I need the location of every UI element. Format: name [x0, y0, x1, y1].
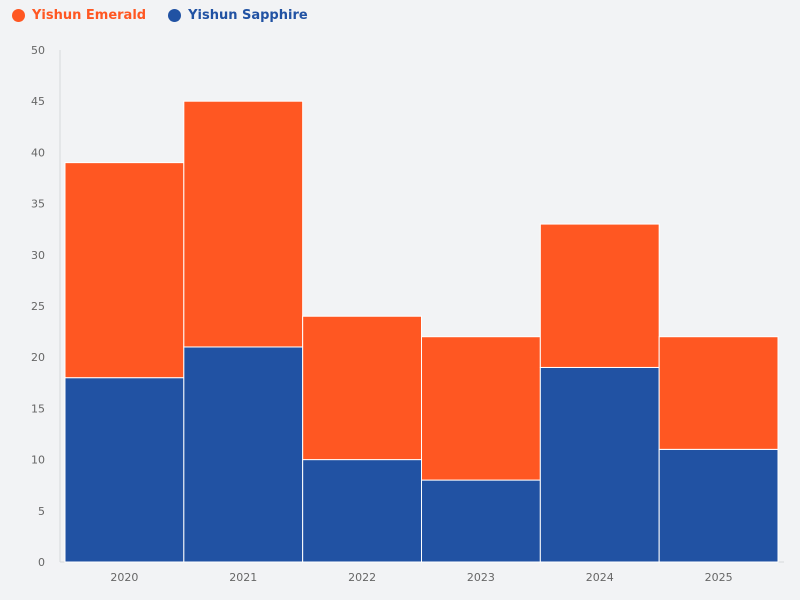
bar-yishun-sapphire [302, 459, 422, 563]
bar-yishun-emerald [539, 223, 660, 368]
y-tick-label: 35 [31, 198, 45, 211]
y-tick-label: 50 [31, 44, 45, 57]
bar-yishun-sapphire [658, 448, 779, 563]
y-tick-label: 30 [31, 249, 45, 262]
bar-yishun-sapphire [539, 366, 660, 563]
y-tick-label: 15 [31, 402, 45, 415]
bar-yishun-emerald [658, 336, 779, 450]
y-tick-label: 0 [38, 556, 45, 569]
y-tick-label: 45 [31, 95, 45, 108]
y-tick-label: 40 [31, 146, 45, 159]
legend: Yishun Emerald Yishun Sapphire [12, 8, 308, 23]
bar-yishun-emerald [421, 336, 541, 481]
legend-label-sapphire: Yishun Sapphire [188, 8, 308, 23]
emerald-dot-icon [12, 9, 25, 22]
bar-yishun-sapphire [64, 377, 185, 563]
x-tick-label: 2025 [705, 571, 733, 584]
x-tick-label: 2023 [467, 571, 495, 584]
y-tick-label: 5 [38, 505, 45, 518]
x-tick-label: 2020 [110, 571, 138, 584]
x-tick-label: 2021 [229, 571, 257, 584]
bar-yishun-emerald [183, 100, 304, 348]
bar-yishun-emerald [64, 162, 185, 379]
x-tick-label: 2022 [348, 571, 376, 584]
bar-yishun-sapphire [183, 346, 304, 563]
sapphire-dot-icon [168, 9, 182, 22]
legend-item-emerald[interactable]: Yishun Emerald [12, 8, 146, 23]
bar-yishun-emerald [302, 315, 422, 461]
bar-yishun-sapphire [421, 479, 541, 563]
x-tick-label: 2024 [586, 571, 614, 584]
y-tick-label: 10 [31, 454, 45, 467]
legend-item-sapphire[interactable]: Yishun Sapphire [168, 8, 308, 23]
y-tick-label: 20 [31, 351, 45, 364]
y-tick-label: 25 [31, 300, 45, 313]
legend-label-emerald: Yishun Emerald [32, 8, 147, 23]
